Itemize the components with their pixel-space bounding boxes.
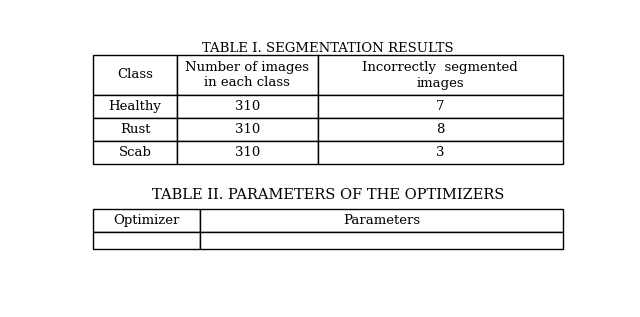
Bar bbox=[177, 55, 318, 95]
Text: Healthy: Healthy bbox=[109, 100, 161, 113]
Text: TABLE II. PARAMETERS OF THE OPTIMIZERS: TABLE II. PARAMETERS OF THE OPTIMIZERS bbox=[152, 188, 504, 202]
Text: TABLE I. SEGMENTATION RESULTS: TABLE I. SEGMENTATION RESULTS bbox=[202, 42, 454, 55]
Text: Class: Class bbox=[117, 68, 153, 81]
Text: Parameters: Parameters bbox=[343, 214, 420, 227]
Bar bbox=[177, 141, 318, 164]
Text: 8: 8 bbox=[436, 123, 445, 136]
Bar bbox=[93, 209, 200, 232]
Bar bbox=[93, 118, 177, 141]
Bar bbox=[177, 118, 318, 141]
Bar bbox=[318, 118, 563, 141]
Text: Scab: Scab bbox=[118, 146, 152, 159]
Text: Number of images
in each class: Number of images in each class bbox=[186, 61, 309, 89]
Bar bbox=[93, 95, 177, 118]
Text: Rust: Rust bbox=[120, 123, 150, 136]
Bar bbox=[318, 141, 563, 164]
Text: 310: 310 bbox=[235, 100, 260, 113]
Bar bbox=[93, 55, 177, 95]
Text: Optimizer: Optimizer bbox=[113, 214, 180, 227]
Bar bbox=[200, 209, 563, 232]
Bar bbox=[318, 95, 563, 118]
Bar bbox=[177, 95, 318, 118]
Bar bbox=[93, 232, 200, 249]
Text: 310: 310 bbox=[235, 123, 260, 136]
Bar bbox=[318, 55, 563, 95]
Text: 3: 3 bbox=[436, 146, 445, 159]
Text: 310: 310 bbox=[235, 146, 260, 159]
Text: 7: 7 bbox=[436, 100, 445, 113]
Bar bbox=[200, 232, 563, 249]
Text: Incorrectly  segmented
images: Incorrectly segmented images bbox=[362, 61, 518, 89]
Bar bbox=[93, 141, 177, 164]
